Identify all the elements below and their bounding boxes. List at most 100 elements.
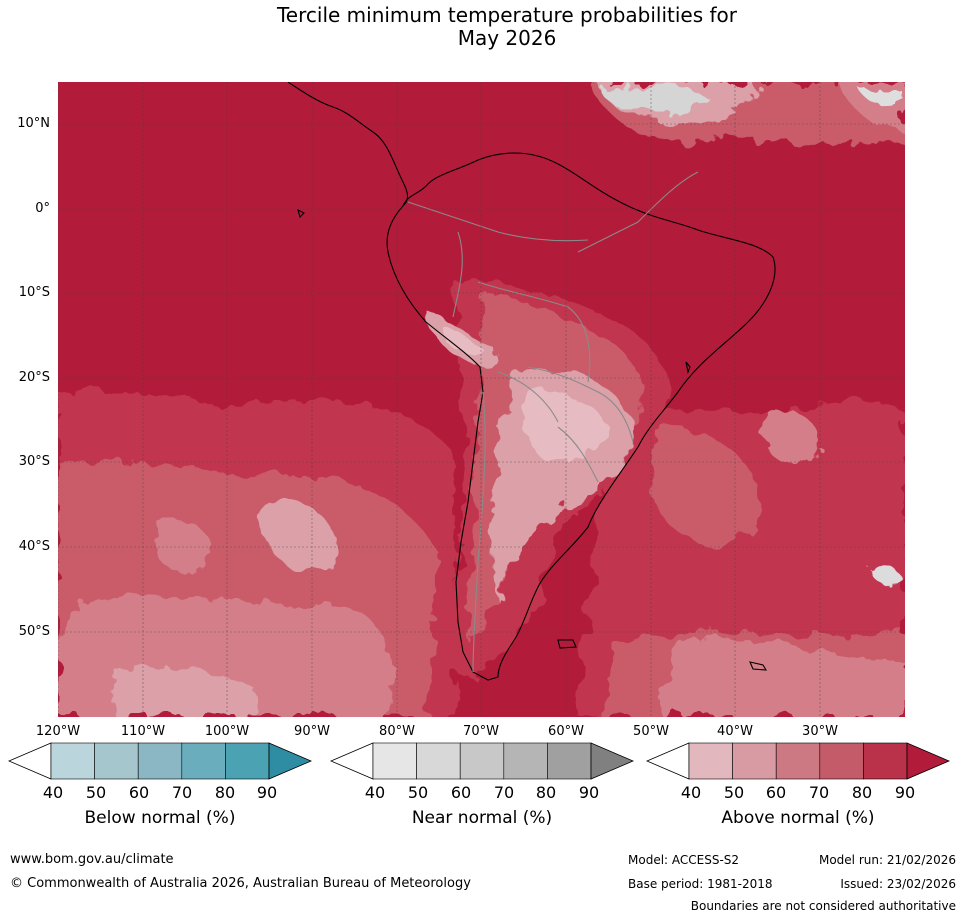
- title-line-1: Tercile minimum temperature probabilitie…: [276, 3, 738, 27]
- lon-label-80w: 80°W: [379, 724, 415, 739]
- cbar1-tick-40: 40: [364, 783, 386, 802]
- coast-island-1: [749, 661, 768, 671]
- colorbar-segment: [137, 742, 183, 780]
- lat-label-50s: 50°S: [18, 624, 50, 639]
- colorbar-segment: [819, 742, 864, 780]
- lat-label-40s: 40°S: [18, 539, 50, 554]
- colorbar-below-normal: [8, 742, 312, 780]
- lon-label-50w: 50°W: [633, 724, 669, 739]
- field-above-60-patch-1: [153, 519, 210, 573]
- lon-label-100w: 100°W: [204, 724, 250, 739]
- colorbar-segment-upper-arrow: [906, 742, 950, 780]
- footer-copyright: © Commonwealth of Australia 2026, Austra…: [10, 876, 471, 891]
- border-7: [557, 426, 599, 483]
- coast-island-3: [297, 208, 305, 219]
- field-above-50-patch-1: [260, 499, 339, 573]
- cbar0-tick-60: 60: [128, 783, 150, 802]
- field-near-normal-east: [858, 87, 898, 107]
- border-4: [527, 366, 634, 443]
- map-canvas: [58, 82, 905, 717]
- title-line-2: May 2026: [457, 26, 557, 50]
- colorbar-above-normal: [646, 742, 950, 780]
- cbar2-tick-50: 50: [723, 783, 745, 802]
- colorbar-segment: [863, 742, 908, 780]
- graticule: [58, 82, 905, 717]
- border-5: [472, 391, 486, 673]
- colorbar-label-above-normal: Above normal (%): [721, 808, 875, 828]
- cbar1-tick-60: 60: [450, 783, 472, 802]
- colorbar-segment: [732, 742, 777, 780]
- colorbar-label-near-normal: Near normal (%): [411, 808, 553, 828]
- colorbar-segment: [372, 742, 417, 780]
- lat-label-30s: 30°S: [18, 454, 50, 469]
- cbar1-tick-80: 80: [535, 783, 557, 802]
- coastlines: [287, 82, 776, 681]
- coast-south-america: [386, 152, 776, 681]
- colorbar-segment-lower-arrow: [8, 742, 52, 780]
- cbar1-tick-90: 90: [578, 783, 600, 802]
- lon-label-40w: 40°W: [717, 724, 753, 739]
- footer-issued: Issued: 23/02/2026: [840, 877, 956, 891]
- cbar2-tick-70: 70: [808, 783, 830, 802]
- field-above-60-patch-2: [763, 410, 820, 465]
- cbar2-tick-80: 80: [851, 783, 873, 802]
- lon-label-120w: 120°W: [35, 724, 81, 739]
- colorbar-label-below-normal: Below normal (%): [84, 808, 236, 828]
- lon-label-60w: 60°W: [548, 724, 584, 739]
- coast-falklands: [557, 639, 577, 649]
- cbar2-tick-60: 60: [765, 783, 787, 802]
- border-2: [452, 231, 463, 318]
- border-3: [477, 281, 591, 383]
- field-above-40-andes: [443, 327, 488, 357]
- colorbar-segment: [50, 742, 95, 780]
- colorbar-segment-upper-arrow: [590, 742, 634, 780]
- cbar1-tick-50: 50: [407, 783, 429, 802]
- cbar2-tick-90: 90: [894, 783, 916, 802]
- field-above-40-interior: [524, 391, 607, 462]
- field-above-70-south-atlantic: [650, 430, 760, 545]
- colorbar-segment: [459, 742, 505, 780]
- border-1: [407, 201, 589, 242]
- colorbar-segment-upper-arrow: [268, 742, 312, 780]
- lon-label-110w: 110°W: [120, 724, 166, 739]
- colorbar-segment-lower-arrow: [330, 742, 374, 780]
- cbar1-tick-70: 70: [493, 783, 515, 802]
- cbar0-tick-90: 90: [256, 783, 278, 802]
- lon-label-90w: 90°W: [294, 724, 330, 739]
- lat-label-10n: 10°N: [17, 116, 50, 131]
- field-near-normal-southeast: [868, 565, 905, 589]
- colorbar-near-normal: [330, 742, 634, 780]
- lat-label-10s: 10°S: [18, 285, 50, 300]
- footer-model-run: Model run: 21/02/2026: [818, 853, 956, 867]
- border-8: [577, 171, 699, 253]
- colorbar-segment: [94, 742, 139, 780]
- colorbar-segment: [547, 742, 592, 780]
- colorbar-segment: [181, 742, 226, 780]
- field-near-normal-caribbean: [601, 84, 708, 114]
- colorbar-segment: [225, 742, 270, 780]
- probability-contours: [58, 82, 905, 717]
- lon-label-30w: 30°W: [802, 724, 838, 739]
- lat-label-0: 0°: [35, 201, 50, 216]
- colorbar-segment: [775, 742, 821, 780]
- map-title: Tercile minimum temperature probabilitie…: [0, 4, 965, 50]
- footer-model: Model: ACCESS-S2: [628, 853, 740, 867]
- country-borders: [407, 171, 699, 673]
- colorbar-segment: [503, 742, 548, 780]
- probability-map: [58, 82, 905, 717]
- colorbar-segment: [416, 742, 461, 780]
- lat-label-20s: 20°S: [18, 370, 50, 385]
- field-above-50-patch-2: [108, 665, 258, 717]
- lon-label-70w: 70°W: [463, 724, 499, 739]
- cbar2-tick-40: 40: [680, 783, 702, 802]
- cbar0-tick-50: 50: [85, 783, 107, 802]
- footer-base-period: Base period: 1981-2018: [628, 877, 773, 891]
- field-above-60-south-atlantic: [658, 637, 905, 717]
- cbar0-tick-70: 70: [171, 783, 193, 802]
- coast-island-2: [685, 361, 691, 374]
- cbar0-tick-40: 40: [42, 783, 64, 802]
- colorbar-segment-lower-arrow: [646, 742, 690, 780]
- cbar0-tick-80: 80: [214, 783, 236, 802]
- coast-central-america: [287, 82, 409, 207]
- footer-website-link[interactable]: www.bom.gov.au/climate: [10, 852, 174, 867]
